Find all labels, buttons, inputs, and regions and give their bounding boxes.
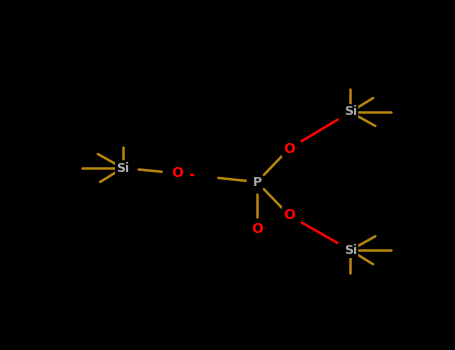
Text: Si: Si <box>116 161 129 175</box>
Text: Si: Si <box>344 244 357 257</box>
Text: O: O <box>283 208 295 222</box>
Text: P: P <box>253 175 262 189</box>
Text: Si: Si <box>344 105 357 119</box>
Text: O: O <box>283 142 295 156</box>
Text: O: O <box>251 222 263 236</box>
Text: O: O <box>172 166 183 180</box>
